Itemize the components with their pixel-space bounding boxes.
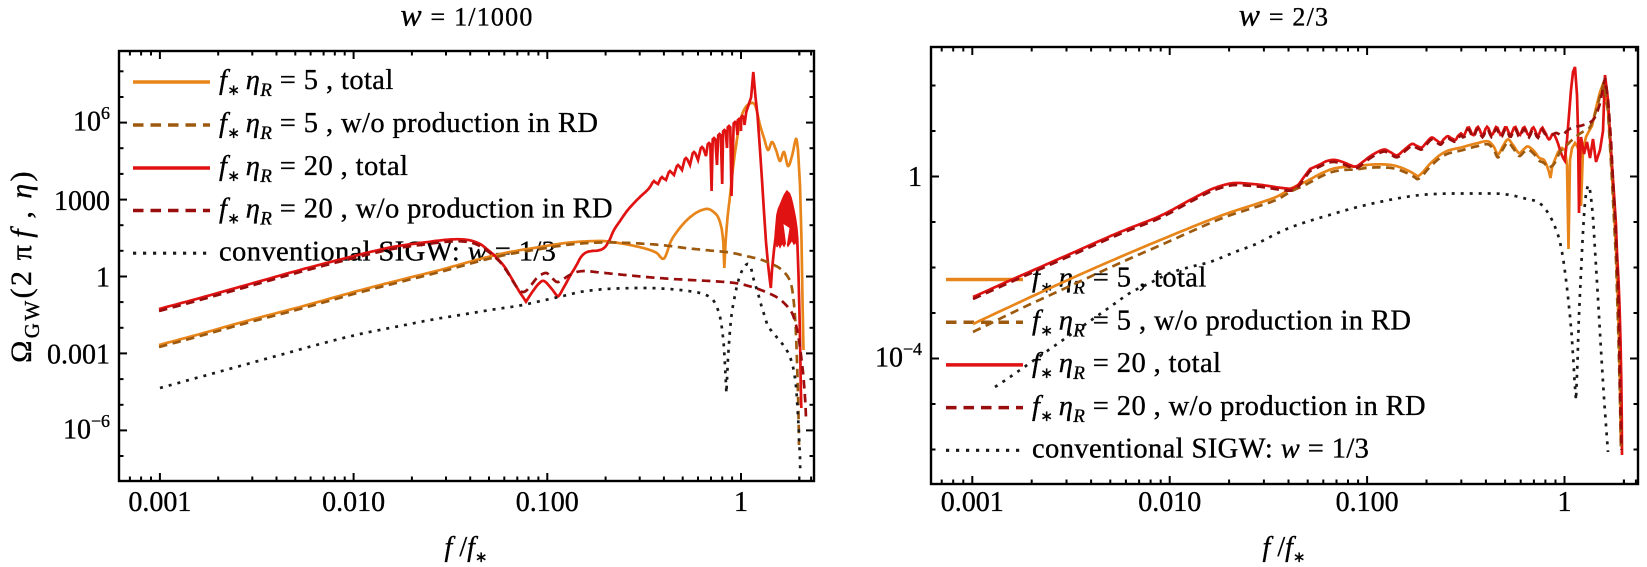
- svg-text:0.010: 0.010: [1138, 487, 1201, 518]
- svg-text:conventional SIGW: w = 1/3: conventional SIGW: w = 1/3: [1032, 434, 1369, 465]
- svg-text:0.001: 0.001: [941, 487, 1004, 518]
- svg-text:f∗ ηR = 5 , total: f∗ ηR = 5 , total: [219, 65, 394, 101]
- svg-text:1: 1: [734, 487, 748, 518]
- svg-text:1: 1: [96, 263, 110, 294]
- svg-text:f∗ ηR = 20 , w/o production in: f∗ ηR = 20 , w/o production in RD: [1032, 391, 1426, 427]
- svg-text:f∗ ηR = 20 , w/o production in: f∗ ηR = 20 , w/o production in RD: [219, 194, 613, 230]
- svg-text:0.100: 0.100: [1336, 487, 1399, 518]
- svg-text:1: 1: [1558, 487, 1572, 518]
- svg-text:1000: 1000: [54, 186, 110, 217]
- svg-text:1: 1: [908, 162, 922, 193]
- svg-text:f∗ ηR = 5 , w/o production in: f∗ ηR = 5 , w/o production in RD: [219, 108, 598, 144]
- svg-text:w = 2/3: w = 2/3: [1239, 0, 1329, 33]
- svg-text:f∗ ηR = 5 , total: f∗ ηR = 5 , total: [1032, 263, 1207, 299]
- svg-text:f∗ ηR = 20 , total: f∗ ηR = 20 , total: [219, 151, 408, 187]
- svg-text:0.100: 0.100: [516, 487, 579, 518]
- svg-text:0.001: 0.001: [128, 487, 191, 518]
- svg-text:0.010: 0.010: [322, 487, 385, 518]
- svg-text:w = 1/1000: w = 1/1000: [400, 0, 533, 33]
- svg-text:f∗ ηR = 20 , total: f∗ ηR = 20 , total: [1032, 348, 1221, 384]
- svg-text:f∗ ηR = 5 , w/o production in: f∗ ηR = 5 , w/o production in RD: [1032, 305, 1411, 341]
- svg-text:0.001: 0.001: [47, 339, 110, 370]
